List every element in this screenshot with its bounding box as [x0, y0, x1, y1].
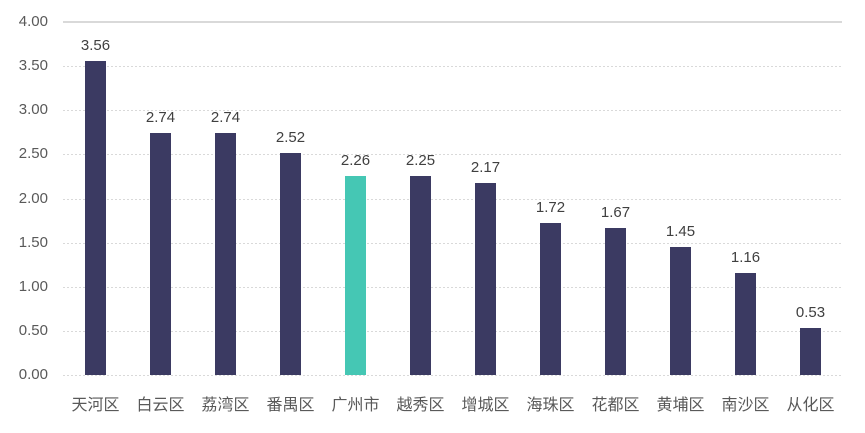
bar-value-label: 2.25: [405, 152, 436, 170]
bar-value-label: 2.52: [275, 128, 306, 146]
y-tick-label: 3.50: [18, 57, 48, 75]
bar-花都区: [605, 227, 626, 375]
bar-越秀区: [410, 176, 431, 375]
y-tick-label: 0.50: [18, 321, 48, 339]
gridline-1.50: [63, 242, 842, 244]
bar-value-label: 1.16: [730, 248, 761, 266]
bar-白云区: [150, 133, 171, 375]
bar-value-label: 2.74: [210, 109, 241, 127]
y-tick-label: 1.00: [18, 277, 48, 295]
x-category-label: 天河区: [71, 397, 120, 414]
x-category-label: 增城区: [461, 397, 510, 414]
gridline-3.50: [63, 66, 842, 68]
bar-value-label: 1.67: [600, 203, 631, 221]
bar-value-label: 2.26: [340, 151, 371, 169]
x-category-label: 从化区: [786, 397, 835, 414]
bar-黄埔区: [670, 247, 691, 375]
bar-value-label: 1.45: [665, 223, 696, 241]
bar-highlight-广州市: [345, 175, 366, 375]
gridline-2.50: [63, 154, 842, 156]
bar-value-label: 2.74: [145, 109, 176, 127]
y-tick-label: 4.00: [18, 13, 48, 30]
x-category-label: 花都区: [591, 397, 640, 414]
x-category-label: 番禺区: [266, 397, 315, 414]
x-category-label: 广州市: [331, 397, 380, 414]
y-tick-label: 3.00: [18, 101, 48, 119]
gridline-0.00: [63, 375, 842, 376]
bar-value-label: 3.56: [80, 36, 111, 54]
gridline-4.00: [63, 21, 842, 23]
bar-增城区: [475, 183, 496, 375]
gridline-0.50: [63, 330, 842, 332]
bar-从化区: [800, 328, 821, 375]
y-tick-label: 2.50: [18, 145, 48, 163]
y-tick-label: 2.00: [18, 189, 48, 207]
bar-南沙区: [735, 272, 756, 375]
bar-海珠区: [540, 223, 561, 375]
bar-value-label: 2.17: [470, 159, 501, 177]
y-tick-label: 1.50: [18, 233, 48, 251]
x-category-label: 荔湾区: [201, 397, 250, 414]
x-category-label: 南沙区: [721, 397, 770, 414]
gridline-3.00: [63, 110, 842, 112]
gridline-1.00: [63, 286, 842, 288]
gridline-2.00: [63, 198, 842, 200]
bar-value-label: 1.72: [535, 199, 566, 217]
bar-番禺区: [280, 152, 301, 375]
bar-荔湾区: [215, 133, 236, 375]
y-tick-label: 0.00: [18, 366, 48, 383]
x-category-label: 越秀区: [396, 397, 445, 414]
x-category-label: 白云区: [136, 397, 185, 414]
bar-value-label: 0.53: [795, 304, 826, 322]
bar-天河区: [85, 60, 106, 375]
x-category-label: 海珠区: [526, 397, 575, 414]
x-category-label: 黄埔区: [656, 397, 705, 414]
